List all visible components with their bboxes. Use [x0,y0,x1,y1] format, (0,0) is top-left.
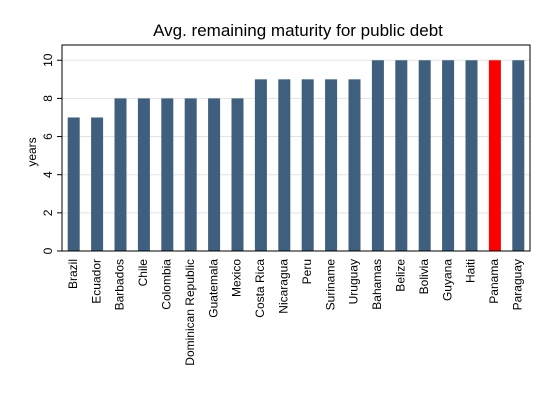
x-tick-label: Bolivia [417,259,431,295]
bar [184,98,197,251]
x-tick-label: Uruguay [347,259,361,304]
x-tick-label: Brazil [66,259,80,289]
bar [348,79,361,251]
x-tick-label: Peru [300,259,314,284]
y-tick-label: 0 [41,247,55,254]
bar [301,79,314,251]
bar [231,98,244,251]
x-tick-label: Colombia [159,259,173,310]
bar [418,60,431,251]
x-tick-label: Belize [393,259,407,292]
bar [488,60,501,251]
bar [91,117,104,252]
bar [371,60,384,251]
bar [137,98,150,251]
x-tick-label: Haiti [464,259,478,283]
x-tick-label: Mexico [230,259,244,297]
bar [114,98,127,251]
x-tick-label: Guyana [440,259,454,301]
x-tick-label: Nicaragua [276,259,290,314]
bar [278,79,291,251]
x-tick-label: Bahamas [370,259,384,310]
y-tick-label: 10 [41,53,55,67]
x-tick-label: Chile [136,259,150,287]
x-tick-label: Costa Rica [253,259,267,318]
bar [208,98,221,251]
y-axis-label: years [25,137,39,166]
bar [465,60,478,251]
x-tick-label: Dominican Republic [183,259,197,366]
y-tick-label: 8 [41,95,55,102]
x-tick-label: Ecuador [89,259,103,304]
bar [442,60,455,251]
x-tick-label: Guatemala [206,259,220,318]
bar [512,60,525,251]
plot-frame [61,44,531,252]
y-tick-label: 4 [41,171,55,178]
chart-title: Avg. remaining maturity for public debt [153,21,443,40]
x-tick-label: Suriname [323,259,337,311]
x-tick-label: Panama [487,259,501,304]
bar [254,79,267,251]
bar [161,98,174,251]
y-tick-label: 6 [41,133,55,140]
bar [395,60,408,251]
y-tick-label: 2 [41,209,55,216]
x-tick-label: Paraguay [510,259,524,310]
bar [67,117,80,252]
x-tick-label: Barbados [113,259,127,310]
bar [325,79,338,251]
